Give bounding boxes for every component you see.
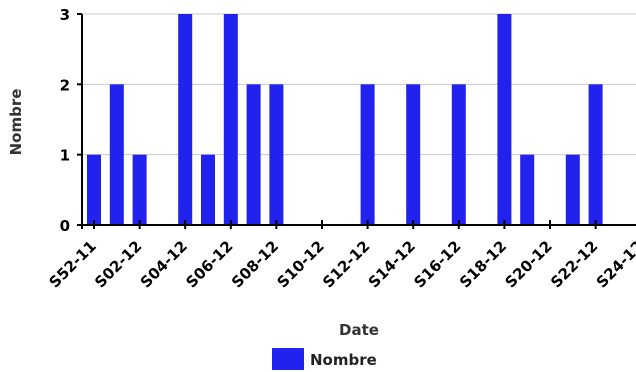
bars	[87, 14, 603, 225]
bar	[406, 84, 421, 225]
y-tick-label: 3	[60, 6, 70, 24]
gridlines	[82, 13, 636, 156]
y-axis-title: Nombre	[7, 89, 25, 156]
y-tick-label: 1	[60, 147, 70, 165]
x-tick-label: S06-12	[182, 237, 236, 291]
legend-swatch	[272, 348, 304, 370]
bar	[132, 154, 147, 225]
x-tick-label: S12-12	[319, 237, 373, 291]
bar	[451, 84, 466, 225]
x-tick-label: S20-12	[502, 237, 556, 291]
x-tick-label: S08-12	[228, 237, 282, 291]
y-tick-labels: 0 1 2 3	[60, 6, 70, 235]
legend-label: Nombre	[310, 351, 377, 369]
bar	[497, 14, 512, 225]
bar	[565, 154, 580, 225]
bar	[87, 154, 101, 225]
y-tick-label: 0	[60, 217, 70, 235]
bar	[269, 84, 284, 225]
bar	[520, 154, 535, 225]
x-tick-labels: S52-11S02-12S04-12S06-12S08-12S10-12S12-…	[46, 237, 636, 291]
x-tick-label: S14-12	[365, 237, 419, 291]
x-tick-label: S24-12	[593, 237, 636, 291]
x-tick-label: S16-12	[410, 237, 464, 291]
bar	[178, 14, 193, 225]
x-tick-label: S10-12	[274, 237, 328, 291]
x-tick-label: S18-12	[456, 237, 510, 291]
bar	[109, 84, 124, 225]
bar	[588, 84, 603, 225]
x-axis-title: Date	[339, 321, 379, 339]
y-tick-label: 2	[60, 76, 70, 94]
x-tick-label: S22-12	[547, 237, 601, 291]
x-tick-label: S52-11	[46, 237, 100, 291]
bar	[201, 154, 215, 225]
x-tick-label: S04-12	[137, 237, 191, 291]
bar	[246, 84, 261, 225]
axes	[77, 13, 636, 229]
bar	[360, 84, 375, 225]
legend: Nombre	[272, 348, 377, 370]
bar	[223, 14, 238, 225]
x-tick-label: S02-12	[91, 237, 145, 291]
